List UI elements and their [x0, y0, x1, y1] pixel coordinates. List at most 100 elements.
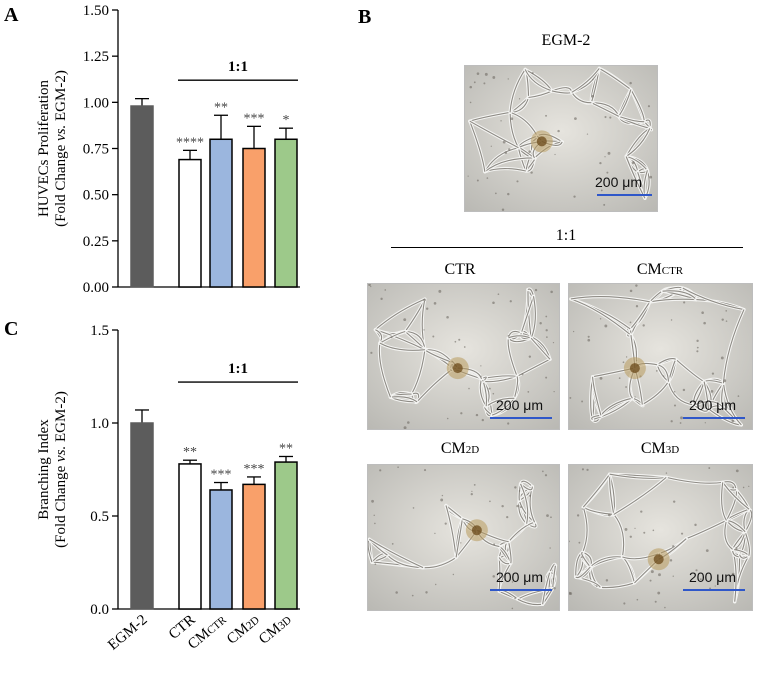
- ratio-bracket-line-b: [391, 247, 743, 248]
- cell-dot: [708, 467, 711, 470]
- y-tick-label: 0.25: [83, 234, 109, 250]
- tube-edge: [379, 342, 425, 351]
- cell-dot: [426, 307, 429, 310]
- bar-CM3D: [274, 461, 298, 610]
- tube-edge: [591, 102, 620, 117]
- cell-dot: [507, 192, 510, 196]
- panel-letter-b: B: [358, 6, 372, 28]
- significance-CM2D: ***: [244, 462, 265, 477]
- cell-dot: [714, 585, 716, 587]
- tube-edge: [469, 120, 519, 149]
- tube-edge: [575, 566, 591, 579]
- cell-dot: [573, 195, 576, 198]
- tube-edge: [724, 520, 733, 550]
- cell-dot: [469, 85, 473, 89]
- micrograph-title-cm2d-sub: 2D: [465, 444, 480, 456]
- cell-dot: [680, 416, 683, 420]
- cell-dot: [527, 390, 530, 393]
- cell-dot: [446, 417, 449, 420]
- cell-dot: [531, 71, 534, 75]
- cell-dot: [696, 346, 699, 349]
- cell-dot: [452, 573, 455, 576]
- cell-dot: [380, 297, 383, 300]
- significance-CMCTR: **: [214, 100, 228, 115]
- tube-edge: [485, 397, 515, 407]
- cell-dot: [578, 541, 581, 544]
- cell-dot: [669, 559, 673, 562]
- x-tick-label-CM2D: CM2D: [224, 612, 263, 648]
- cell-dot: [673, 390, 676, 393]
- tube-edge: [411, 349, 426, 395]
- y-tick-label: 0.75: [83, 142, 109, 158]
- tube-edge: [591, 414, 601, 421]
- y-tick-label: 1.00: [83, 95, 109, 111]
- central-spot: [653, 554, 664, 565]
- tube-edge: [618, 89, 632, 117]
- cell-dot: [731, 419, 735, 423]
- tube-edge: [369, 538, 424, 569]
- cell-dot: [591, 94, 595, 98]
- micrograph-egm2: 200 μm: [464, 65, 658, 212]
- micrograph-cmctr-image: [569, 284, 752, 429]
- scale-bar-cm2d: [490, 589, 552, 591]
- cell-dot: [542, 470, 544, 473]
- cell-dot: [511, 607, 514, 610]
- cell-dot: [441, 494, 444, 497]
- scale-label-ctr: 200 μm: [496, 397, 543, 413]
- cell-dot: [574, 117, 577, 120]
- cell-dot: [569, 396, 572, 399]
- cell-dot: [658, 573, 661, 577]
- cell-dot: [683, 301, 686, 304]
- cell-dot: [518, 98, 521, 100]
- bar-CMCTR: [209, 489, 233, 610]
- micrograph-title-cmctr-base: CM: [636, 261, 662, 278]
- tube-edge: [520, 296, 535, 334]
- cell-dot: [672, 545, 675, 548]
- micrograph-cmctr: 200 μm: [568, 283, 753, 430]
- micrograph-title-cm2d: CM2D: [380, 440, 540, 458]
- cell-dot: [438, 289, 442, 293]
- tube-edge: [625, 128, 651, 157]
- cell-dot: [545, 329, 548, 332]
- scale-label-egm2: 200 μm: [595, 174, 642, 190]
- tube-edge: [675, 358, 705, 383]
- cell-dot: [411, 594, 414, 597]
- cell-dot: [655, 369, 658, 372]
- tube-edge: [423, 556, 457, 569]
- cell-dot: [624, 527, 628, 531]
- bar-CM3D: [274, 138, 298, 288]
- tube-edge: [469, 121, 486, 172]
- micrograph-ctr-image: [368, 284, 559, 429]
- scale-bar-cm3d: [683, 589, 745, 591]
- cell-dot: [433, 302, 437, 305]
- cell-dot: [444, 522, 447, 525]
- cell-dot: [468, 387, 470, 390]
- cell-dot: [720, 356, 724, 360]
- cell-dot: [458, 338, 461, 341]
- y-axis-label-line1: HUVECs Proliferation: [36, 79, 52, 217]
- x-tick-label-CM3D: CM3D: [256, 612, 295, 648]
- cell-dot: [679, 422, 682, 424]
- cell-dot: [546, 514, 549, 518]
- tube-edge: [508, 521, 535, 543]
- cell-dot: [634, 396, 636, 398]
- cell-dot: [721, 318, 724, 321]
- cell-dot: [725, 320, 728, 322]
- cell-dot: [608, 513, 611, 517]
- cell-dot: [502, 140, 506, 144]
- central-spot: [629, 363, 640, 374]
- tube-edge: [379, 330, 406, 344]
- cell-dot: [694, 523, 697, 527]
- cell-dot: [484, 72, 488, 76]
- cell-dot: [481, 418, 484, 422]
- cell-dot: [423, 469, 427, 472]
- cell-dot: [622, 361, 625, 364]
- cell-dot: [735, 547, 738, 551]
- micrograph-title-cmctr: CMCTR: [580, 261, 740, 279]
- cell-dot: [635, 284, 638, 287]
- tube-edge: [520, 483, 529, 524]
- cell-dot: [550, 290, 553, 294]
- cell-dot: [432, 335, 435, 338]
- cell-dot: [473, 483, 476, 486]
- cell-dot: [518, 490, 521, 492]
